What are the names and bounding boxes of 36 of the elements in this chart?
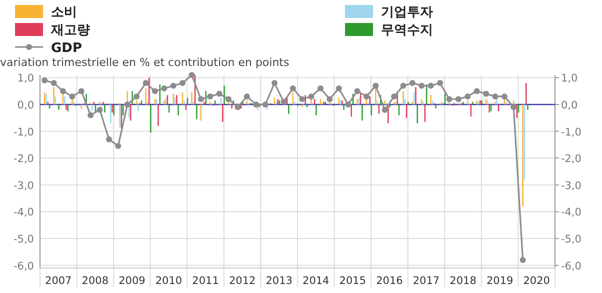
y2-tick-label: -4,0	[561, 206, 582, 219]
legend-label: 소비	[51, 5, 77, 20]
x-tick-label: 2008	[82, 275, 109, 287]
legend-label: GDP	[51, 41, 82, 56]
y-tick-label: -5,0	[14, 234, 34, 246]
y-tick-label: -6,0	[14, 260, 34, 272]
legend-label: 무역수지	[381, 23, 433, 38]
y-tick-label: 1,0	[17, 72, 34, 85]
x-tick-label: 2011	[192, 275, 219, 287]
y-tick-label: -1,0	[14, 126, 34, 138]
y2-tick-label: 1,0	[561, 72, 578, 85]
y-tick-label: -2,0	[14, 153, 34, 166]
y-axis-title: variation trimestrielle en % et contribution en points	[0, 56, 290, 69]
x-tick-label: 2015	[339, 275, 366, 287]
x-tick-label: 2010	[155, 275, 182, 287]
x-tick-label: 2016	[376, 275, 404, 287]
y2-tick-label: -5,0	[561, 234, 582, 246]
y-tick-label: -4,0	[14, 206, 34, 219]
x-tick-label: 2007	[45, 275, 72, 287]
y2-tick-label: -6,0	[561, 260, 582, 272]
x-tick-label: 2017	[412, 275, 440, 287]
x-tick-label: 2014	[302, 275, 330, 287]
legend-label: 재고량	[50, 23, 90, 38]
y-tick-label: -3,0	[14, 180, 34, 192]
x-tick-label: 2019	[486, 275, 514, 287]
x-tick-label: 2013	[266, 275, 292, 287]
y2-tick-label: 0,0	[561, 99, 578, 112]
y-tick-label: 0,0	[17, 99, 34, 112]
legend-label: 기업투자	[381, 5, 433, 20]
x-tick-label: 2009	[118, 275, 146, 287]
y2-tick-label: -2,0	[561, 153, 582, 166]
y2-tick-label: -3,0	[561, 180, 582, 192]
y2-tick-label: -1,0	[561, 126, 582, 138]
x-tick-label: 2020	[523, 275, 550, 287]
x-tick-label: 2012	[228, 275, 256, 287]
x-tick-label: 2018	[450, 275, 476, 287]
